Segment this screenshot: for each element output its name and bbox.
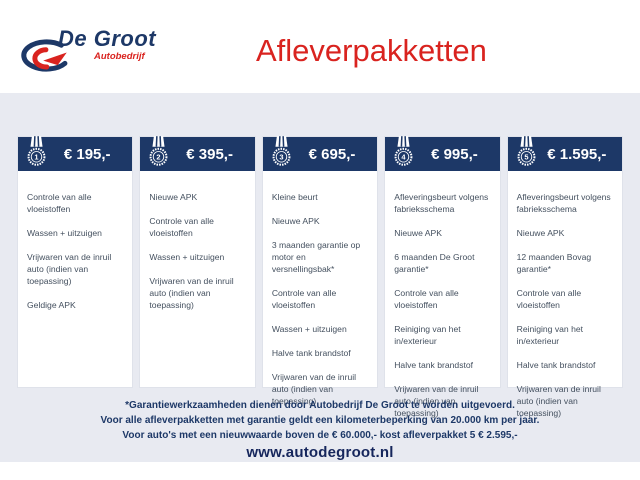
- package-item: Controle van alle vloeistoffen: [271, 288, 337, 310]
- package-price: € 395,-: [186, 145, 233, 163]
- page-header: De Groot Autobedrijf Afleverpakketten: [0, 0, 640, 93]
- package-card-header: 3 € 695,-: [262, 136, 378, 171]
- website-url: www.autodegroot.nl: [246, 444, 394, 461]
- package-price: € 695,-: [308, 145, 356, 163]
- package-card: 5 € 1.595,- Afleveringsbeurt volgens fab…: [506, 136, 624, 418]
- package-item: Nieuwe APK: [271, 216, 320, 226]
- package-card: 3 € 695,- Kleine beurt Nieuwe APK 3 maande…: [261, 136, 379, 406]
- package-item: Afleveringsbeurt volgens fabrieksschema: [516, 192, 611, 214]
- main-content: 1 € 195,- Controle van alle vloeistoffen…: [0, 93, 640, 462]
- medal-number: 5: [524, 153, 528, 162]
- package-card-header: 4 € 995,-: [385, 136, 500, 171]
- package-item: Kleine beurt: [271, 192, 318, 202]
- package-item: Vrijwaren van de inruil auto (indien van…: [27, 252, 112, 286]
- package-item: 6 maanden De Groot garantie*: [394, 252, 475, 274]
- package-card: 4 € 995,- Afleveringsbeurt volgens fabri…: [384, 136, 501, 418]
- package-item: Halve tank brandstof: [271, 348, 351, 358]
- package-card: 2 € 395,- Nieuwe APK Controle van alle vl…: [139, 136, 256, 388]
- package-card-header: 1 € 195,-: [18, 136, 133, 171]
- medal-number: 1: [34, 153, 38, 162]
- package-item: Nieuwe APK: [149, 192, 198, 202]
- package-item: Geldige APK: [27, 300, 76, 310]
- bottom-margin: [0, 462, 640, 480]
- medal-icon: 1: [27, 136, 46, 166]
- package-item: Vrijwaren van de inruil auto (indien van…: [394, 384, 479, 418]
- package-price: € 995,-: [431, 145, 478, 163]
- package-item: Controle van alle vloeistoffen: [27, 192, 92, 214]
- package-item: Controle van alle vloeistoffen: [149, 216, 214, 238]
- package-item: Nieuwe APK: [516, 228, 565, 238]
- package-item: Halve tank brandstof: [516, 360, 596, 370]
- package-card-header: 2 € 395,-: [140, 136, 255, 171]
- medal-icon: 5: [517, 136, 536, 166]
- page-title: Afleverpakketten: [256, 33, 487, 68]
- package-item: Nieuwe APK: [394, 228, 442, 238]
- footnote-line: Voor alle afleverpakketten met garantie …: [100, 415, 540, 426]
- package-item: Wassen + uitzuigen: [27, 228, 102, 238]
- medal-icon: 4: [394, 136, 413, 166]
- package-items: Controle van alle vloeistoffen Wassen + u…: [18, 171, 132, 331]
- footnote-line: Voor auto's met een nieuwwaarde boven de…: [122, 430, 518, 441]
- brand-subtitle: Autobedrijf: [94, 51, 145, 62]
- brand-logo: De Groot Autobedrijf: [16, 26, 176, 84]
- medal-number: 4: [402, 153, 407, 162]
- package-item: Controle van alle vloeistoffen: [516, 288, 582, 310]
- package-item: Vrijwaren van de inruil auto (indien van…: [271, 372, 357, 406]
- package-item: Reiniging van het in/exterieur: [394, 324, 461, 346]
- package-item: Reiniging van het in/exterieur: [516, 324, 584, 346]
- footnotes: *Garantiewerkzaamheden dienen door Autob…: [0, 398, 640, 443]
- package-item: Vrijwaren van de inruil auto (indien van…: [516, 384, 601, 418]
- package-item: Wassen + uitzuigen: [149, 252, 225, 262]
- package-price: € 1.595,-: [547, 145, 607, 163]
- medal-number: 2: [157, 153, 161, 162]
- package-item: Wassen + uitzuigen: [271, 324, 347, 334]
- package-items: Nieuwe APK Controle van alle vloeistoffen…: [140, 171, 254, 331]
- package-card: 1 € 195,- Controle van alle vloeistoffen…: [17, 136, 134, 388]
- medal-number: 3: [279, 153, 283, 162]
- package-items: Afleveringsbeurt volgens fabrieksschema N…: [385, 171, 499, 439]
- packages-grid: 1 € 195,- Controle van alle vloeistoffen…: [17, 136, 624, 418]
- package-item: Controle van alle vloeistoffen: [394, 288, 459, 310]
- package-items: Kleine beurt Nieuwe APK 3 maanden garantie…: [263, 171, 377, 427]
- medal-icon: 2: [149, 136, 168, 166]
- brand-name: De Groot: [58, 26, 157, 51]
- package-card-header: 5 € 1.595,-: [507, 136, 623, 171]
- package-price: € 195,-: [63, 145, 111, 163]
- footnote-line: *Garantiewerkzaamheden dienen door Autob…: [125, 400, 515, 411]
- package-item: Halve tank brandstof: [394, 360, 474, 370]
- package-item: 12 maanden Bovag garantie*: [516, 252, 592, 274]
- medal-icon: 3: [272, 136, 291, 166]
- brand-swoosh-icon: [21, 39, 68, 72]
- package-item: Vrijwaren van de inruil auto (indien van…: [149, 276, 234, 310]
- package-items: Afleveringsbeurt volgens fabrieksschema N…: [508, 171, 622, 439]
- package-item: Afleveringsbeurt volgens fabrieksschema: [394, 192, 489, 214]
- package-item: 3 maanden garantie op motor en versnelli…: [271, 240, 361, 274]
